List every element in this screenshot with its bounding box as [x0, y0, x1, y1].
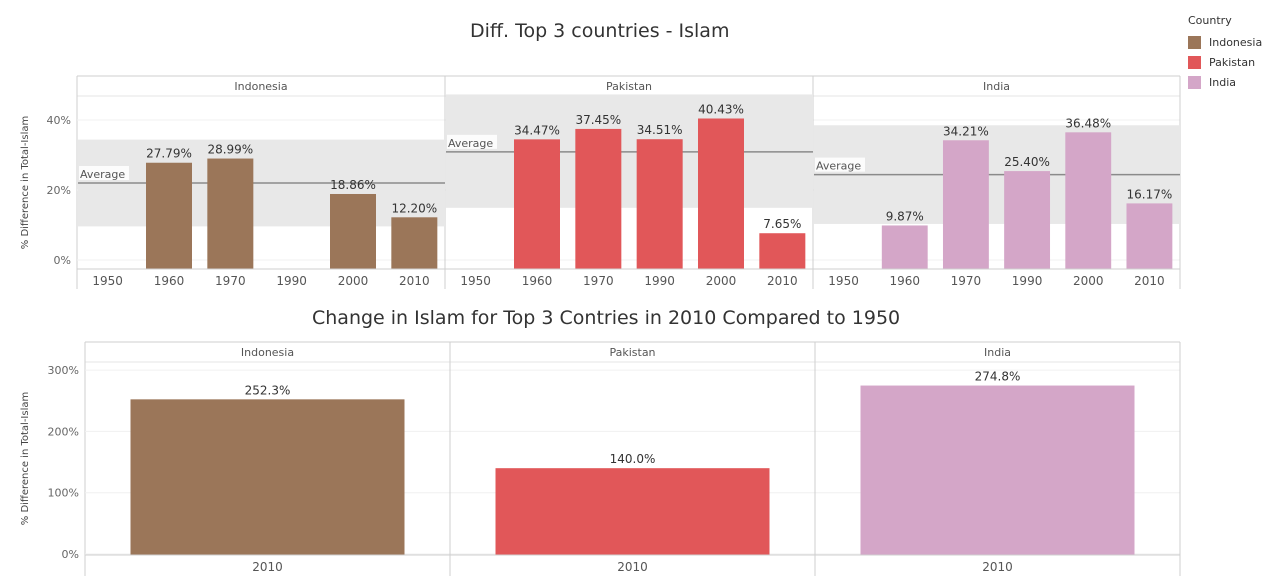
x-tick-label: 1960: [154, 274, 185, 288]
legend-title: Country: [1188, 14, 1232, 27]
x-tick-label: 1950: [92, 274, 123, 288]
y-tick-label: 0%: [54, 254, 71, 267]
data-label: 27.79%: [146, 147, 192, 161]
panel-header-india: India: [984, 346, 1011, 359]
data-label: 140.0%: [610, 452, 656, 466]
x-tick-label: 1990: [644, 274, 675, 288]
average-label-bg: [447, 134, 497, 149]
legend[interactable]: Country Indonesia Pakistan India: [1188, 14, 1262, 92]
panel-header-pakistan: Pakistan: [606, 80, 652, 93]
x-tick-label: 1990: [1012, 274, 1043, 288]
bar: [698, 118, 744, 270]
y-tick-label: 200%: [48, 425, 79, 438]
data-label: 274.8%: [975, 370, 1021, 384]
panel-header-indonesia: Indonesia: [241, 346, 294, 359]
data-label: 40.43%: [698, 102, 744, 116]
x-tick-label: 2010: [617, 560, 648, 574]
legend-swatch: [1188, 55, 1201, 69]
data-label: 9.87%: [886, 209, 924, 223]
bar: [1004, 171, 1051, 269]
bar: [391, 217, 438, 269]
bar: [881, 225, 928, 269]
legend-swatch: [1188, 75, 1201, 89]
x-tick-label: 2000: [338, 274, 369, 288]
bar: [330, 193, 376, 269]
legend-label: Indonesia: [1209, 35, 1263, 49]
average-label-bg: [815, 157, 865, 172]
bar: [1126, 203, 1173, 269]
data-label: 34.51%: [637, 123, 683, 137]
x-tick-label: 1970: [583, 274, 614, 288]
data-label: 36.48%: [1065, 116, 1111, 130]
legend-label: India: [1209, 75, 1236, 89]
y-tick-label: 20%: [47, 184, 71, 197]
legend-item-india[interactable]: India: [1188, 72, 1262, 92]
bottom-chart-title: Change in Islam for Top 3 Contries in 20…: [312, 307, 901, 329]
panel-header-indonesia: Indonesia: [234, 80, 287, 93]
data-label: 12.20%: [391, 201, 437, 215]
y-tick-label: 0%: [62, 548, 79, 561]
data-label: 28.99%: [207, 143, 253, 157]
bar: [636, 139, 683, 269]
x-tick-label: 2010: [1134, 274, 1165, 288]
x-tick-label: 2010: [399, 274, 430, 288]
average-label-bg: [79, 166, 129, 180]
bar: [1065, 132, 1112, 269]
top-chart-title: Diff. Top 3 countries - Islam: [470, 20, 730, 42]
legend-item-pakistan[interactable]: Pakistan: [1188, 52, 1262, 72]
data-label: 34.21%: [943, 124, 989, 138]
y-axis-title: % Difference in Total-Islam: [20, 116, 31, 249]
x-tick-label: 1960: [889, 274, 920, 288]
bar: [860, 385, 1135, 555]
bar: [207, 158, 254, 269]
legend-label: Pakistan: [1209, 55, 1256, 69]
x-tick-label: 2000: [1073, 274, 1104, 288]
panel-header-india: India: [983, 80, 1010, 93]
x-tick-label: 1950: [828, 274, 859, 288]
x-tick-label: 1990: [276, 274, 307, 288]
bar: [575, 128, 622, 269]
x-tick-label: 1950: [460, 274, 491, 288]
x-tick-label: 2010: [767, 274, 798, 288]
data-label: 16.17%: [1127, 187, 1173, 201]
data-label: 34.47%: [514, 123, 560, 137]
average-label: Average: [448, 137, 493, 150]
bar: [942, 140, 989, 269]
y-axis-title: % Difference in Total-Islam: [20, 392, 31, 525]
x-tick-label: 2000: [706, 274, 737, 288]
bar: [130, 399, 405, 555]
data-label: 252.3%: [245, 383, 291, 397]
data-label: 18.86%: [330, 178, 376, 192]
x-tick-label: 1970: [951, 274, 982, 288]
bar: [514, 139, 560, 269]
average-label: Average: [816, 160, 861, 173]
y-tick-label: 100%: [48, 487, 79, 500]
x-tick-label: 2010: [252, 560, 283, 574]
bar: [146, 162, 192, 269]
x-tick-label: 1970: [215, 274, 246, 288]
data-label: 37.45%: [575, 113, 621, 127]
data-label: 7.65%: [763, 217, 801, 231]
x-tick-label: 2010: [982, 560, 1013, 574]
average-label: Average: [80, 168, 125, 181]
y-tick-label: 40%: [47, 114, 71, 127]
x-tick-label: 1960: [522, 274, 553, 288]
data-label: 25.40%: [1004, 155, 1050, 169]
bar: [495, 468, 770, 555]
y-tick-label: 300%: [48, 364, 79, 377]
legend-item-indonesia[interactable]: Indonesia: [1188, 32, 1262, 52]
legend-swatch: [1188, 35, 1201, 49]
panel-header-pakistan: Pakistan: [609, 346, 655, 359]
bar: [759, 233, 806, 269]
